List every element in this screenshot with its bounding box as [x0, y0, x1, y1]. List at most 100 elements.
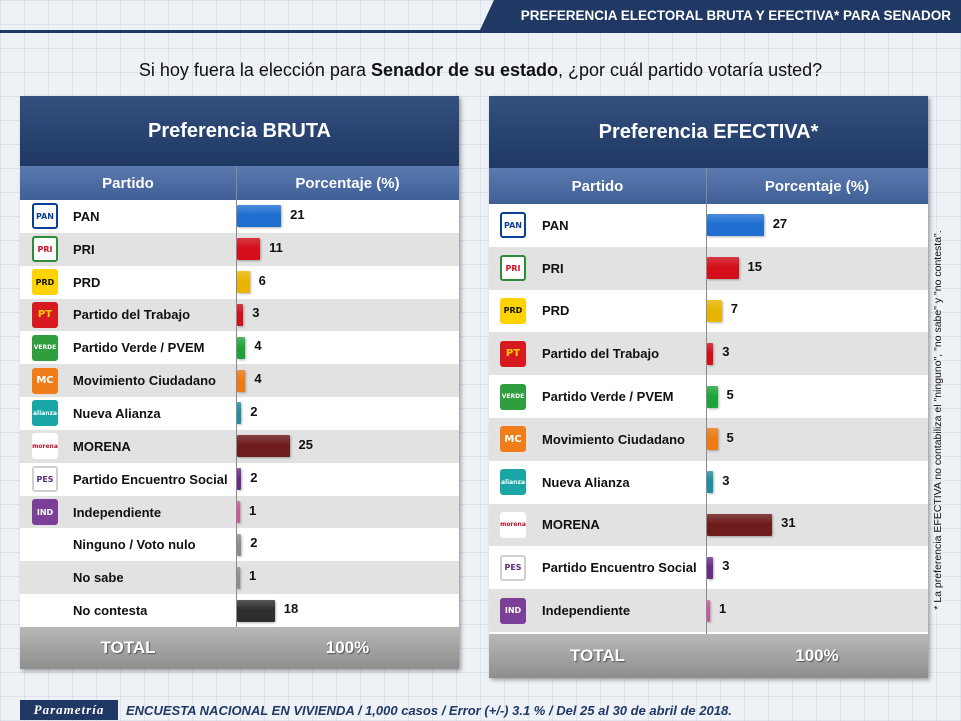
data-label: 3: [722, 558, 730, 574]
bar-pri: [707, 257, 739, 280]
bar-pan: [707, 214, 764, 237]
data-label: 15: [747, 258, 762, 274]
party-logo-pes: PES: [500, 554, 526, 581]
bar-no-sabe: [237, 566, 240, 589]
data-label: 1: [249, 568, 257, 584]
party-logo-morena: morena: [500, 511, 526, 538]
data-label: 4: [254, 371, 262, 387]
column-header-percent: Porcentaje (%): [295, 174, 400, 192]
data-label: 21: [290, 206, 305, 222]
party-logo-morena: morena: [32, 433, 58, 460]
party-logo-mc: MC: [500, 426, 526, 453]
footer-brand-logo: Parametría: [20, 700, 118, 720]
party-name: Movimiento Ciudadano: [73, 373, 216, 389]
party-name: PRI: [542, 260, 564, 276]
total-label: TOTAL: [569, 646, 626, 665]
party-name: PAN: [542, 217, 569, 233]
party-logo-pri: PRI: [500, 255, 526, 282]
table-row: IND Independiente 1: [489, 589, 928, 632]
party-logo-na: alianza: [32, 400, 58, 427]
data-label: 5: [726, 387, 734, 403]
data-label: 27: [772, 215, 788, 231]
party-logo-prd: PRD: [500, 297, 526, 324]
data-label: 3: [252, 305, 260, 321]
data-label: 4: [254, 338, 262, 354]
data-label: 3: [722, 344, 730, 360]
table-row: morena MORENA 25: [20, 429, 459, 463]
party-name: PAN: [73, 208, 100, 224]
table-row: PRI PRI 11: [20, 232, 459, 266]
party-logo-pes: PES: [32, 466, 58, 493]
table-row: Ninguno / Voto nulo 2: [20, 528, 459, 561]
data-label: 2: [250, 403, 258, 419]
bar-morena: [707, 513, 773, 536]
data-label: 25: [298, 436, 313, 452]
party-name: Partido Encuentro Social: [542, 560, 697, 576]
data-label: 6: [258, 272, 266, 288]
party-name: PRD: [542, 303, 570, 319]
bar-partido-encuentro-social: [237, 468, 242, 491]
party-name: Partido del Trabajo: [73, 307, 191, 323]
party-name: Independiente: [73, 504, 162, 520]
party-logo-pt: PT: [500, 340, 526, 367]
party-logo-pt: PT: [32, 301, 58, 328]
bar-partido-verde-pvem: [707, 385, 718, 408]
data-label: 1: [719, 601, 727, 617]
bar-no-contesta: [237, 599, 275, 622]
panel-bruta-total-row: TOTAL 100%: [20, 627, 459, 669]
party-name: Partido Encuentro Social: [73, 471, 228, 487]
table-row: No sabe 1: [20, 561, 459, 595]
table-row: PES Partido Encuentro Social 3: [489, 546, 928, 589]
data-label: 11: [269, 239, 283, 255]
bar-movimiento-ciudadano: [237, 369, 246, 392]
party-name: MORENA: [542, 517, 600, 533]
bar-nueva-alianza: [707, 471, 714, 494]
data-label: 2: [250, 535, 258, 551]
party-name: No contesta: [73, 603, 148, 619]
party-logo-na: alianza: [500, 469, 526, 496]
table-row: MC Movimiento Ciudadano 5: [489, 418, 928, 461]
party-name: Partido del Trabajo: [542, 346, 660, 362]
panel-efectiva: Preferencia EFECTIVA* Partido Porcentaje…: [489, 96, 928, 678]
panel-bruta: Preferencia BRUTA Partido Porcentaje (%)…: [20, 96, 459, 669]
panel-efectiva-total-row: TOTAL 100%: [489, 634, 928, 678]
party-name: PRI: [73, 241, 95, 257]
party-logo-pan: PAN: [32, 203, 58, 230]
bar-movimiento-ciudadano: [707, 428, 718, 451]
data-label: 5: [726, 429, 734, 445]
table-row: PRI PRI 15: [489, 246, 928, 290]
table-row: PRD PRD 7: [489, 290, 928, 333]
panel-bruta-column-header: Partido Porcentaje (%): [20, 166, 459, 200]
data-label: 7: [730, 301, 738, 317]
table-row: PAN PAN 21: [20, 200, 459, 233]
table-row: PRD PRD 6: [20, 266, 459, 299]
question-text-end: , ¿por cuál partido votaría usted?: [558, 60, 823, 80]
bar-partido-del-trabajo: [707, 342, 714, 365]
table-row: PAN PAN 27: [489, 204, 928, 247]
bar-partido-encuentro-social: [707, 556, 714, 579]
column-header-party: Partido: [571, 177, 624, 195]
table-row: VERDE Partido Verde / PVEM 5: [489, 375, 928, 418]
header-title: PREFERENCIA ELECTORAL BRUTA Y EFECTIVA* …: [480, 0, 961, 30]
bar-pan: [237, 205, 282, 228]
party-name: Partido Verde / PVEM: [73, 340, 205, 356]
data-label: 3: [722, 472, 730, 488]
table-row: MC Movimiento Ciudadano 4: [20, 364, 459, 398]
party-logo-ind: IND: [500, 597, 526, 624]
bar-independiente: [707, 599, 710, 622]
party-name: No sabe: [73, 570, 124, 586]
table-row: No contesta 18: [20, 594, 459, 627]
panel-efectiva-rows: PAN PAN 27 PRI PRI 15 PRD PRD 7 PT Partido del Tra…: [489, 204, 928, 632]
party-name: Ninguno / Voto nulo: [73, 537, 196, 553]
column-header-percent: Porcentaje (%): [764, 177, 870, 195]
bar-prd: [707, 299, 722, 322]
party-name: Movimiento Ciudadano: [542, 431, 685, 447]
data-label: 1: [249, 502, 257, 518]
table-row: IND Independiente 1: [20, 495, 459, 529]
party-logo-pri: PRI: [32, 236, 58, 263]
party-name: PRD: [73, 274, 101, 290]
party-name: MORENA: [73, 438, 131, 454]
party-logo-prd: PRD: [32, 269, 58, 296]
panel-bruta-rows: PAN PAN 21 PRI PRI 11 PRD PRD 6 PT Partido del Tra…: [20, 200, 459, 627]
bar-independiente: [237, 501, 240, 524]
